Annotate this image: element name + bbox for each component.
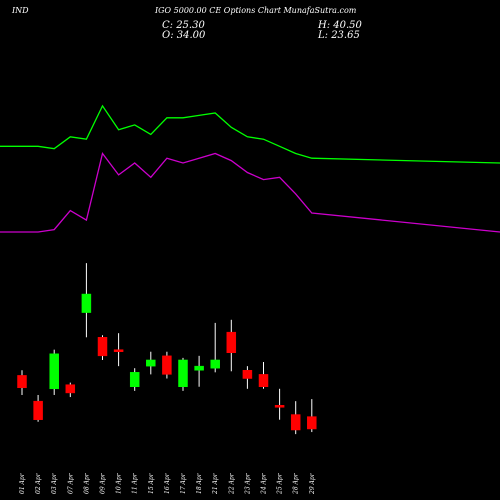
low-value: L: 23.65 — [318, 30, 360, 41]
x-label-9: 16 Apr — [164, 472, 171, 494]
x-label-18: 29 Apr — [309, 472, 316, 495]
x-label-8: 15 Apr — [148, 472, 155, 494]
candle-body-15 — [258, 374, 269, 387]
x-label-13: 22 Apr — [228, 472, 235, 495]
x-label-10: 17 Apr — [180, 472, 187, 494]
candlesticks — [17, 263, 317, 435]
x-label-15: 24 Apr — [261, 472, 268, 495]
chart-symbol: IND — [12, 6, 29, 15]
indicator-lines — [0, 104, 500, 233]
close-value: C: 25.30 — [162, 20, 205, 31]
candle-body-8 — [146, 359, 156, 367]
lower-band-line — [0, 152, 500, 233]
candle-body-9 — [162, 355, 172, 375]
candle-body-7 — [129, 372, 140, 387]
candle-body-5 — [97, 337, 108, 357]
x-label-17: 28 Apr — [293, 472, 300, 495]
candle-body-4 — [81, 293, 92, 313]
open-value: O: 34.00 — [162, 30, 206, 41]
candle-body-1 — [33, 400, 43, 420]
candle-body-17 — [290, 414, 301, 431]
high-value: H: 40.50 — [318, 20, 362, 31]
x-label-6: 10 Apr — [116, 472, 123, 494]
candle-body-2 — [49, 353, 59, 390]
candle-body-12 — [210, 359, 220, 369]
candle-body-13 — [226, 331, 237, 353]
candle-body-10 — [178, 359, 188, 387]
candle-body-18 — [307, 416, 317, 430]
candle-body-0 — [17, 375, 27, 389]
x-label-1: 02 Apr — [35, 472, 42, 494]
candle-body-6 — [113, 349, 124, 352]
x-axis-labels: 01 Apr 02 Apr 03 Apr 07 Apr 08 Apr 09 Apr 10 A… — [19, 472, 316, 495]
chart-title: IGO 5000.00 CE Options Chart MunafaSutra… — [155, 6, 357, 15]
x-label-16: 25 Apr — [277, 472, 284, 495]
x-label-7: 11 Apr — [132, 472, 139, 494]
upper-band-line — [0, 104, 500, 164]
x-label-14: 23 Apr — [244, 472, 251, 495]
candle-body-16 — [274, 405, 285, 408]
x-label-11: 18 Apr — [196, 472, 203, 494]
x-label-5: 09 Apr — [100, 472, 107, 494]
x-label-12: 21 Apr — [212, 472, 219, 495]
candle-body-11 — [194, 365, 204, 371]
candle-body-14 — [242, 370, 253, 379]
x-label-0: 01 Apr — [19, 472, 26, 494]
candle-body-3 — [65, 384, 76, 394]
x-label-4: 08 Apr — [83, 472, 90, 494]
x-label-3: 07 Apr — [67, 472, 74, 494]
x-label-2: 03 Apr — [51, 472, 58, 494]
